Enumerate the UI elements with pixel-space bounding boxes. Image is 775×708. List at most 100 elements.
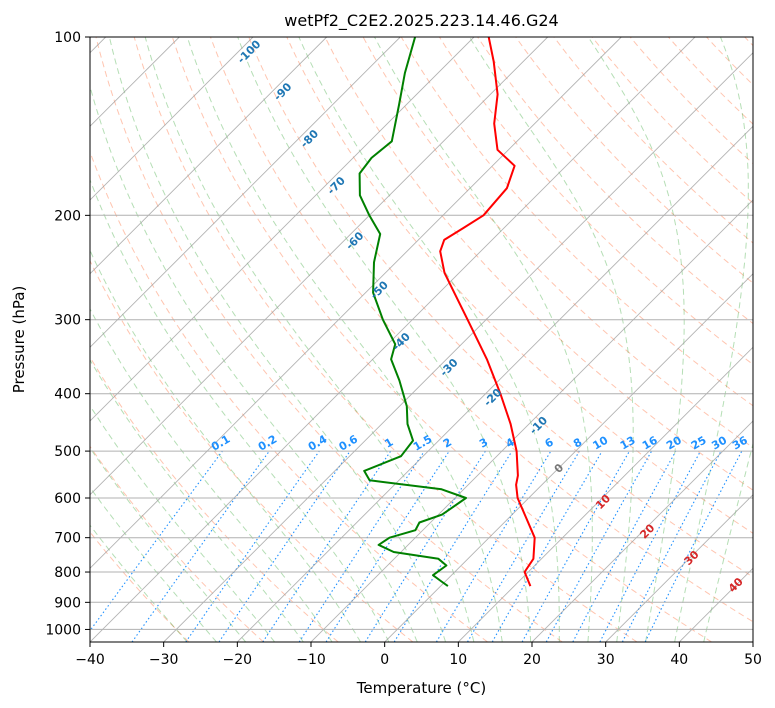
x-tick-label: 40 — [670, 652, 688, 668]
isotherm-label: -60 — [343, 229, 366, 252]
moist-adiabat-line — [90, 524, 188, 642]
temperature-line — [439, 37, 536, 587]
x-tick-label: 20 — [523, 652, 541, 668]
x-tick-label: 10 — [449, 652, 467, 668]
x-tick-label: −40 — [75, 652, 105, 668]
dry-adiabat-line — [553, 37, 753, 244]
mixing-ratio-label: 30 — [709, 433, 729, 452]
moist-adiabat-line — [237, 37, 532, 642]
dry-adiabat-line — [706, 37, 753, 86]
isotherm-label: -100 — [235, 37, 264, 66]
mixing-ratio-label: 3 — [477, 436, 490, 451]
mixing-ratio-label: 25 — [689, 434, 709, 453]
mixing-ratio-line — [131, 450, 270, 642]
moist-adiabat-line — [468, 37, 634, 642]
y-tick-label: 800 — [54, 565, 81, 581]
axes: −40 −30 −20 −10 0 10 20 30 40 5010020030040050060… — [45, 30, 762, 668]
dry-adiabat-line — [210, 37, 753, 623]
isotherm-line — [90, 37, 622, 569]
y-tick-label: 300 — [54, 313, 81, 329]
isotherm-line — [752, 641, 753, 642]
y-tick-label: 400 — [54, 387, 81, 403]
dry-adiabat-line — [744, 37, 753, 47]
dry-adiabat-line — [90, 356, 339, 642]
y-tick-label: 500 — [54, 444, 81, 460]
y-tick-label: 100 — [54, 30, 81, 46]
chart-title: wetPf2_C2E2.2025.223.14.46.G24 — [284, 11, 558, 31]
dry-adiabat-line — [248, 37, 753, 578]
mixing-ratio-label: 13 — [618, 434, 638, 453]
isotherm-line — [310, 199, 753, 642]
moist-adiabat-line — [144, 37, 475, 642]
moist-adiabat-line — [90, 447, 247, 642]
x-tick-label: −20 — [223, 652, 253, 668]
y-tick-label: 1000 — [45, 622, 81, 638]
isotherm-label: -50 — [368, 278, 391, 301]
dry-adiabat-line — [90, 150, 488, 642]
x-tick-label: −30 — [149, 652, 179, 668]
moist-adiabat-line — [373, 37, 593, 642]
dry-adiabat-line — [400, 37, 753, 407]
mixing-ratio-line — [90, 450, 223, 632]
x-tick-label: 50 — [744, 652, 762, 668]
dry-adiabat-line — [591, 37, 753, 204]
y-tick-label: 600 — [54, 491, 81, 507]
mixing-ratio-line — [185, 450, 320, 642]
mixing-ratio-line — [325, 450, 450, 642]
moist-adiabat-label: 20 — [637, 521, 657, 541]
isotherm-line — [90, 37, 401, 348]
mixing-ratio-label: 10 — [590, 433, 610, 452]
mixing-ratio-label: 0.6 — [337, 432, 361, 453]
mixing-ratio-label: 16 — [640, 433, 660, 452]
isotherm-label: -70 — [325, 174, 348, 197]
isotherm-line — [457, 346, 753, 642]
mixing-ratio-line — [599, 450, 701, 642]
mixing-ratio-line — [572, 450, 677, 642]
dry-adiabat-line — [90, 445, 264, 642]
mixing-ratio-label: 0.1 — [209, 433, 232, 454]
x-tick-label: 0 — [380, 652, 389, 668]
line-labels: -100-90-80-70-60-50-40-30-20-100.1 0.2 0.4… — [209, 37, 750, 595]
isotherm-line — [90, 37, 549, 496]
isotherm-label: -80 — [298, 127, 321, 150]
isotherm-label: -10 — [527, 414, 550, 437]
plot-frame — [89, 36, 754, 643]
dry-adiabat-line — [171, 37, 712, 642]
moist-adiabat-line — [674, 37, 749, 642]
isotherm-line — [236, 125, 753, 642]
mixing-ratio-line — [218, 450, 351, 642]
moist-adiabat-line — [90, 404, 276, 642]
isotherm-label: -30 — [437, 356, 460, 379]
isotherm-line — [163, 52, 753, 642]
isotherm-label: -20 — [481, 386, 504, 409]
mixing-ratio-label: 36 — [730, 433, 750, 452]
moist-adiabat-line — [298, 37, 560, 642]
moist-adiabat-line — [90, 486, 217, 642]
x-tick-label: −10 — [296, 652, 326, 668]
moist-adiabat-line — [90, 249, 362, 642]
isotherm-line — [605, 494, 753, 642]
x-tick-label: 30 — [597, 652, 615, 668]
mixing-ratio-label: 2 — [441, 436, 454, 451]
sounding-lines — [358, 37, 536, 587]
isotherm-label: -90 — [271, 80, 294, 103]
moist-adiabat-line — [703, 441, 753, 642]
mixing-ratio-label: 6 — [543, 435, 556, 450]
dry-adiabat-line — [629, 37, 753, 165]
moist-adiabat-label: 0 — [552, 461, 567, 476]
isotherm-line — [90, 37, 328, 275]
dewpoint-line — [358, 37, 467, 587]
mixing-ratio-label: 20 — [664, 433, 684, 452]
y-tick-label: 700 — [54, 531, 81, 547]
x-axis-label: Temperature (°C) — [356, 679, 486, 697]
y-tick-label: 900 — [54, 595, 81, 611]
mixing-ratio-line — [262, 450, 392, 642]
mixing-ratio-line — [393, 450, 513, 642]
moist-adiabat-line — [90, 84, 418, 642]
isotherm-line — [384, 273, 753, 642]
moist-adiabat-line — [90, 178, 390, 642]
isotherm-line — [90, 37, 475, 422]
mixing-ratio-label: 0.2 — [256, 433, 279, 454]
dry-adiabat-line — [515, 37, 753, 284]
